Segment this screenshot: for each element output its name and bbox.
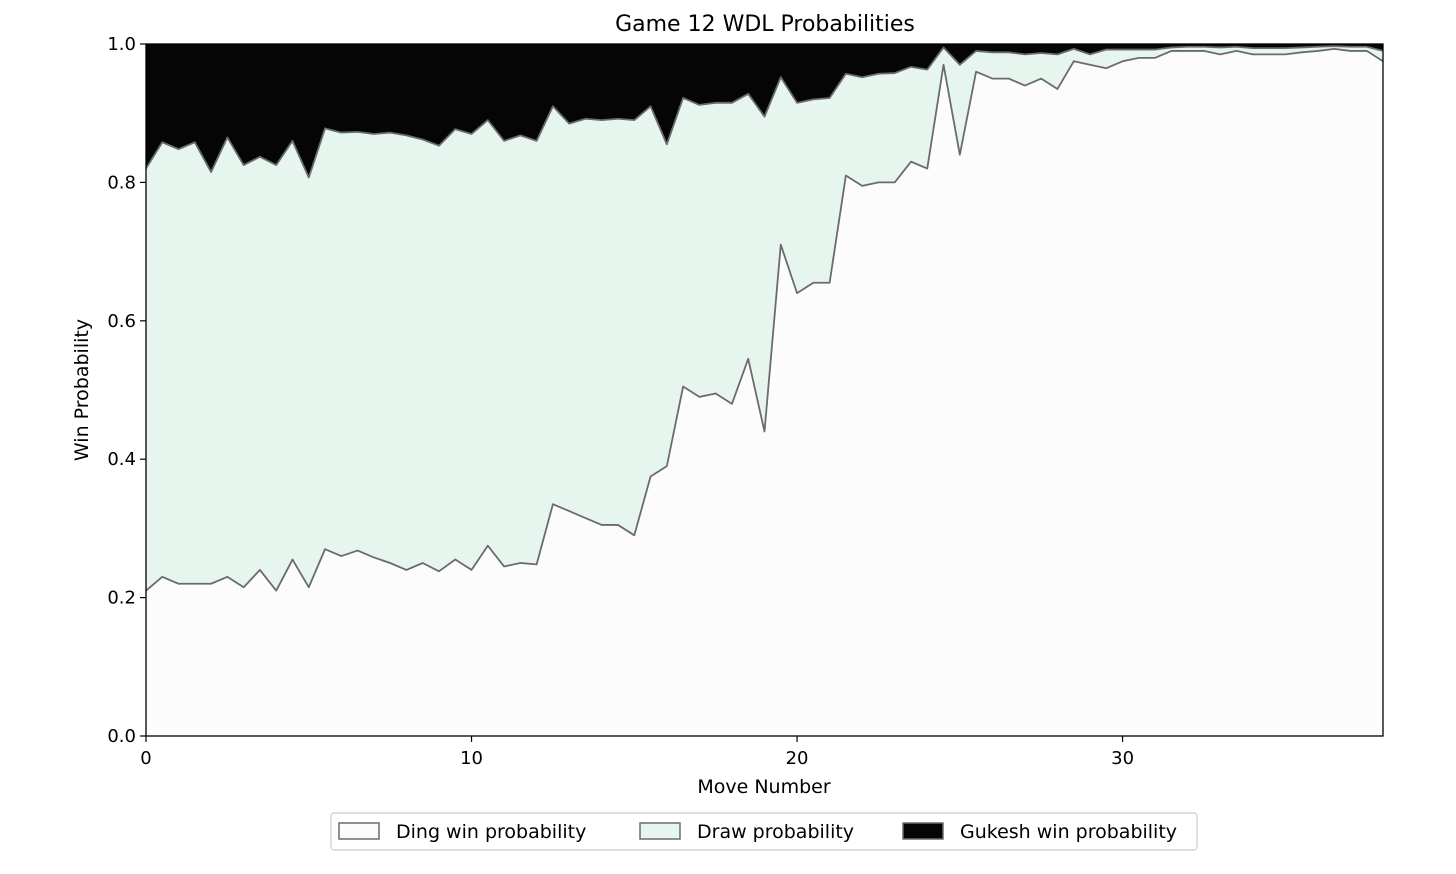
legend-label-gukesh-win-probability: Gukesh win probability	[960, 821, 1177, 843]
x-tick-label: 0	[140, 748, 151, 769]
x-tick-label: 10	[460, 748, 483, 769]
line-draw-probability	[145, 45, 1384, 179]
y-axis-ticks: 0.0 0.2 0.4 0.6 0.8 1.0	[107, 34, 146, 747]
y-tick-label: 0.2	[107, 588, 136, 609]
x-axis-ticks: 0 10 20 30	[140, 736, 1134, 769]
legend-swatch-ding-win-probability	[338, 822, 380, 840]
y-tick-label: 0.0	[107, 726, 136, 747]
area-gukesh-win-probability	[146, 44, 1383, 178]
chart-title: Game 12 WDL Probabilities	[615, 12, 915, 37]
legend-label-draw-probability: Draw probability	[697, 821, 854, 843]
legend-frame	[330, 812, 1198, 851]
plot-frame	[145, 43, 1384, 737]
y-axis-label: Win Probability	[71, 319, 93, 461]
legend-swatch-draw-probability	[639, 822, 681, 840]
legend-items: Ding win probability Draw probability Guke…	[338, 821, 1177, 843]
x-axis-label: Move Number	[697, 776, 831, 798]
area-draw-probability	[146, 46, 1383, 591]
x-tick-label: 20	[786, 748, 809, 769]
y-tick-label: 0.4	[107, 449, 136, 470]
area-layers	[146, 44, 1383, 736]
area-ding-win-probability	[146, 48, 1383, 736]
legend-swatch-gukesh-win-probability	[902, 822, 944, 840]
y-tick-label: 0.6	[107, 311, 136, 332]
boundary-lines	[145, 45, 1384, 592]
legend-label-ding-win-probability: Ding win probability	[396, 821, 586, 843]
line-ding-win-probability	[145, 47, 1384, 592]
x-tick-label: 30	[1111, 748, 1134, 769]
y-tick-label: 0.8	[107, 172, 136, 193]
y-tick-label: 1.0	[107, 34, 136, 55]
legend: Ding win probability Draw probability Guke…	[330, 812, 1198, 851]
